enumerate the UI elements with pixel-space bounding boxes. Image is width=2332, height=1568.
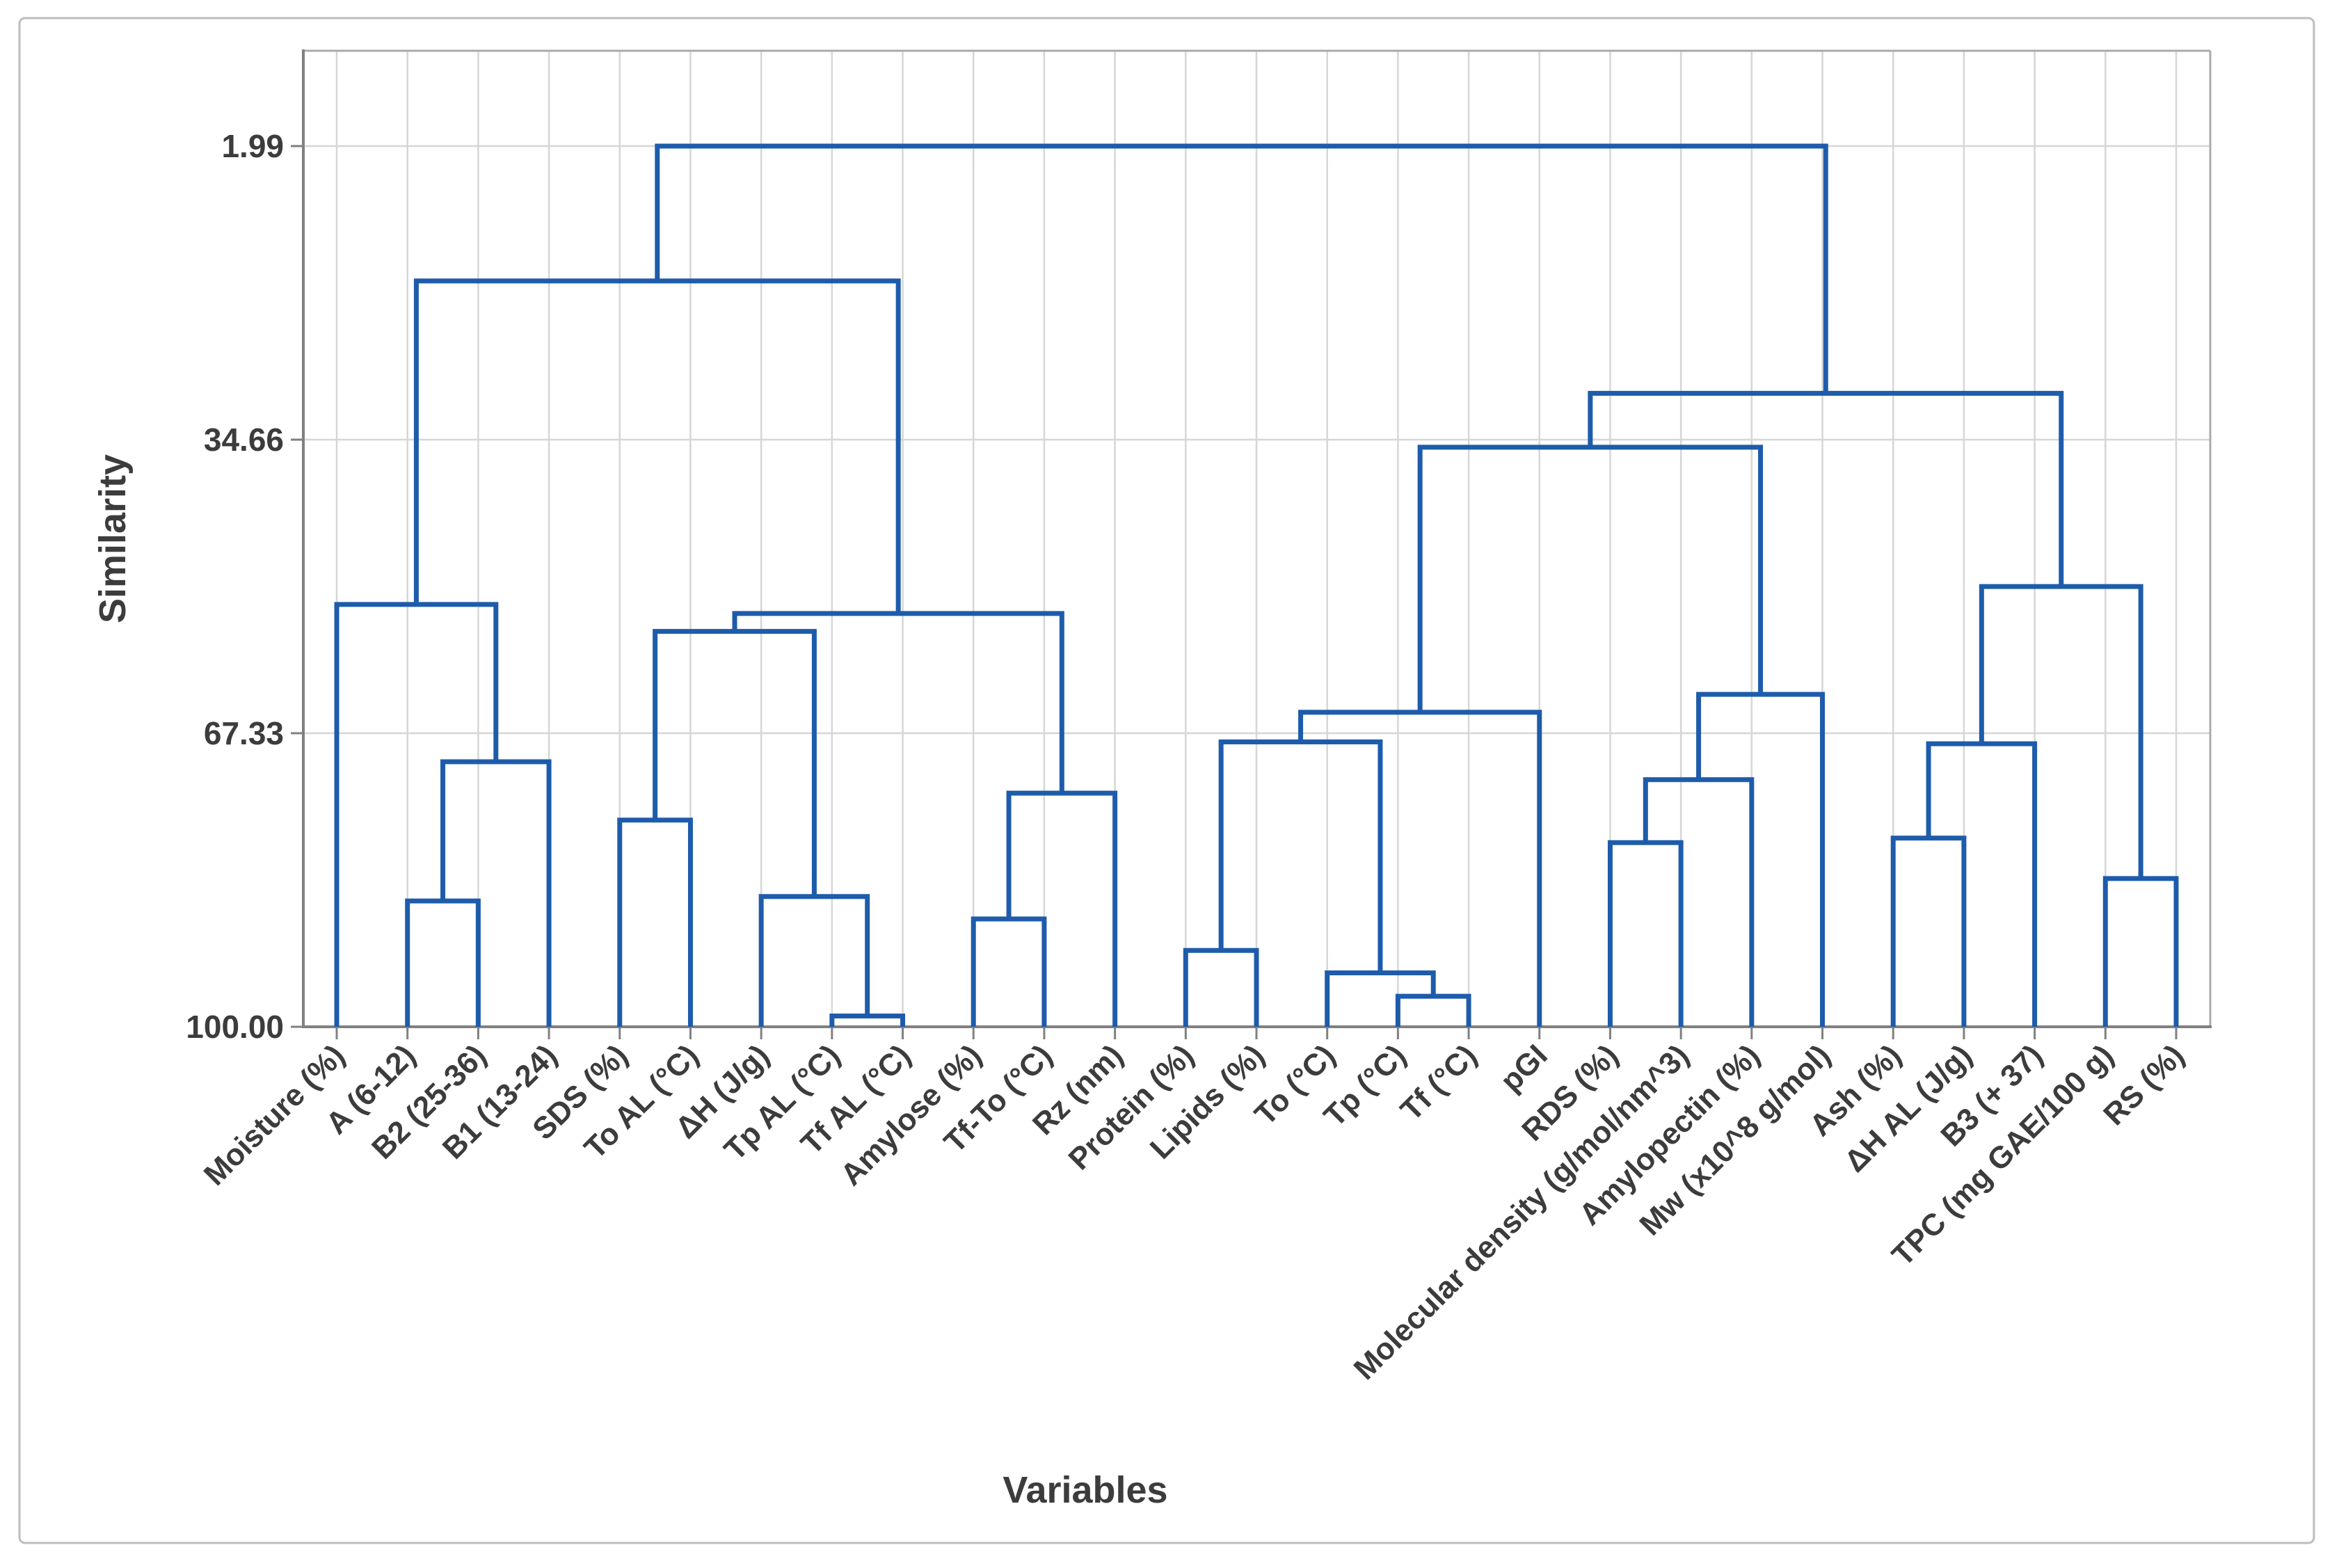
- linkage-m2: [440, 759, 552, 1027]
- linkage-m6: [758, 894, 870, 1027]
- y-tick-label: 1.99: [221, 128, 284, 164]
- x-tick-label: pGI: [1494, 1038, 1554, 1098]
- linkage-m10: [732, 611, 1064, 794]
- linkage-m25: [1588, 390, 2064, 587]
- linkage-m19: [1696, 691, 1826, 1027]
- y-axis-title: Similarity: [92, 454, 134, 623]
- linkage-m11: [413, 278, 901, 614]
- x-axis-title: Variables: [1003, 1469, 1167, 1511]
- linkage-m13: [1395, 993, 1471, 1027]
- gridlines: [303, 51, 2210, 1027]
- linkage-m4: [617, 817, 693, 1027]
- figure-border: [18, 17, 2315, 1544]
- linkage-m8: [971, 916, 1047, 1027]
- linkage-m9: [1006, 790, 1118, 1027]
- y-tick-label: 67.33: [204, 715, 284, 751]
- linkage-m7: [653, 629, 817, 897]
- linkage-m24: [1979, 584, 2143, 879]
- linkage-m20: [1417, 445, 1764, 712]
- x-tick-labels: Moisture (%)A (6-12)B2 (25-36)B1 (13-24)…: [198, 1038, 2191, 1386]
- linkage-root: [655, 143, 1828, 394]
- x-tick-label: Tf (°C): [1394, 1038, 1483, 1127]
- dendrogram-links: [334, 143, 2179, 1027]
- linkage-m12: [1183, 947, 1259, 1027]
- x-tick-label: RS (%): [2097, 1038, 2191, 1132]
- linkage-m5: [829, 1014, 906, 1027]
- linkage-m21: [1890, 835, 1967, 1027]
- linkage-m1: [405, 898, 481, 1027]
- linkage-m17: [1607, 840, 1684, 1027]
- y-tick-label: 100.00: [186, 1009, 284, 1045]
- linkage-m23: [2102, 876, 2179, 1027]
- linkage-m14: [1325, 970, 1436, 1027]
- tick-marks: [291, 145, 2178, 1039]
- linkage-m3: [334, 602, 499, 1027]
- linkage-m15: [1218, 739, 1383, 973]
- linkage-m18: [1643, 777, 1755, 1027]
- y-tick-labels: 1.99 34.66 67.33 100.00: [186, 128, 284, 1045]
- y-tick-label: 34.66: [204, 422, 284, 458]
- linkage-m16: [1298, 710, 1542, 1027]
- linkage-m22: [1926, 741, 2038, 1027]
